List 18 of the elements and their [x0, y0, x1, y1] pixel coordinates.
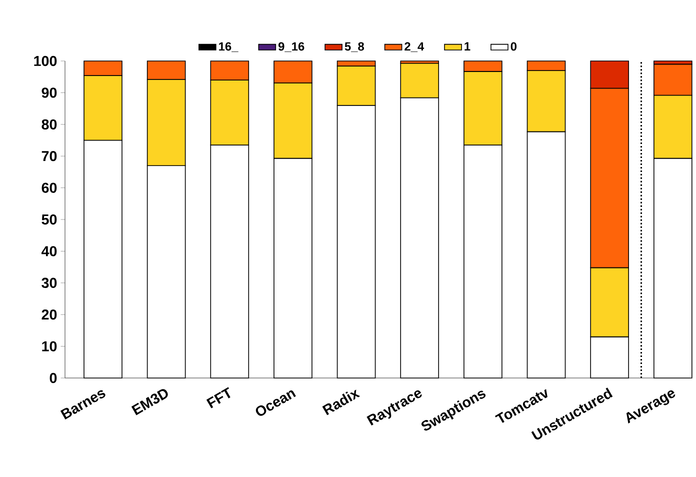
y-tick-label: 80: [42, 119, 57, 130]
legend-label: 2_4: [404, 42, 424, 52]
y-tick-label: 60: [42, 182, 57, 193]
y-tick-label: 90: [42, 88, 57, 98]
legend-label: 9_16: [278, 42, 304, 52]
y-tick-label: 100: [34, 56, 57, 66]
legend-label: 16_: [219, 42, 238, 52]
y-tick-label: 10: [42, 341, 57, 352]
y-tick-label: 50: [42, 214, 57, 225]
y-tick-label: 30: [42, 278, 57, 288]
y-tick-label: 70: [42, 151, 57, 162]
y-tick-label: 0: [50, 372, 57, 384]
legend-label: 1: [464, 42, 470, 50]
legend-label: 0: [510, 42, 517, 51]
y-tick-label: 20: [42, 310, 57, 320]
x-tick-label: FFT: [206, 387, 230, 408]
legend-label: 5_8: [344, 42, 364, 52]
y-tick-label: 40: [41, 246, 57, 256]
